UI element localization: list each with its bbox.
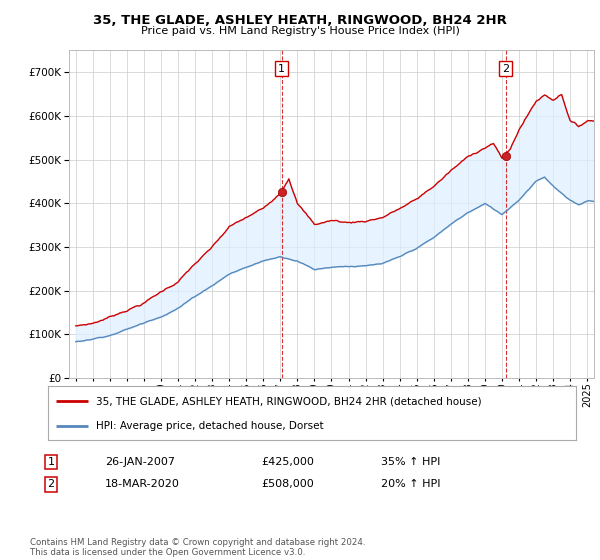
Text: 35% ↑ HPI: 35% ↑ HPI: [381, 457, 440, 467]
Text: 2: 2: [47, 479, 55, 489]
Text: 35, THE GLADE, ASHLEY HEATH, RINGWOOD, BH24 2HR: 35, THE GLADE, ASHLEY HEATH, RINGWOOD, B…: [93, 14, 507, 27]
Text: Price paid vs. HM Land Registry's House Price Index (HPI): Price paid vs. HM Land Registry's House …: [140, 26, 460, 36]
Text: 35, THE GLADE, ASHLEY HEATH, RINGWOOD, BH24 2HR (detached house): 35, THE GLADE, ASHLEY HEATH, RINGWOOD, B…: [95, 396, 481, 407]
Text: 18-MAR-2020: 18-MAR-2020: [105, 479, 180, 489]
Text: 20% ↑ HPI: 20% ↑ HPI: [381, 479, 440, 489]
Text: 1: 1: [47, 457, 55, 467]
Text: £508,000: £508,000: [261, 479, 314, 489]
Text: Contains HM Land Registry data © Crown copyright and database right 2024.
This d: Contains HM Land Registry data © Crown c…: [30, 538, 365, 557]
Text: 26-JAN-2007: 26-JAN-2007: [105, 457, 175, 467]
Text: HPI: Average price, detached house, Dorset: HPI: Average price, detached house, Dors…: [95, 421, 323, 431]
Text: £425,000: £425,000: [261, 457, 314, 467]
Text: 1: 1: [278, 63, 285, 73]
Text: 2: 2: [502, 63, 509, 73]
